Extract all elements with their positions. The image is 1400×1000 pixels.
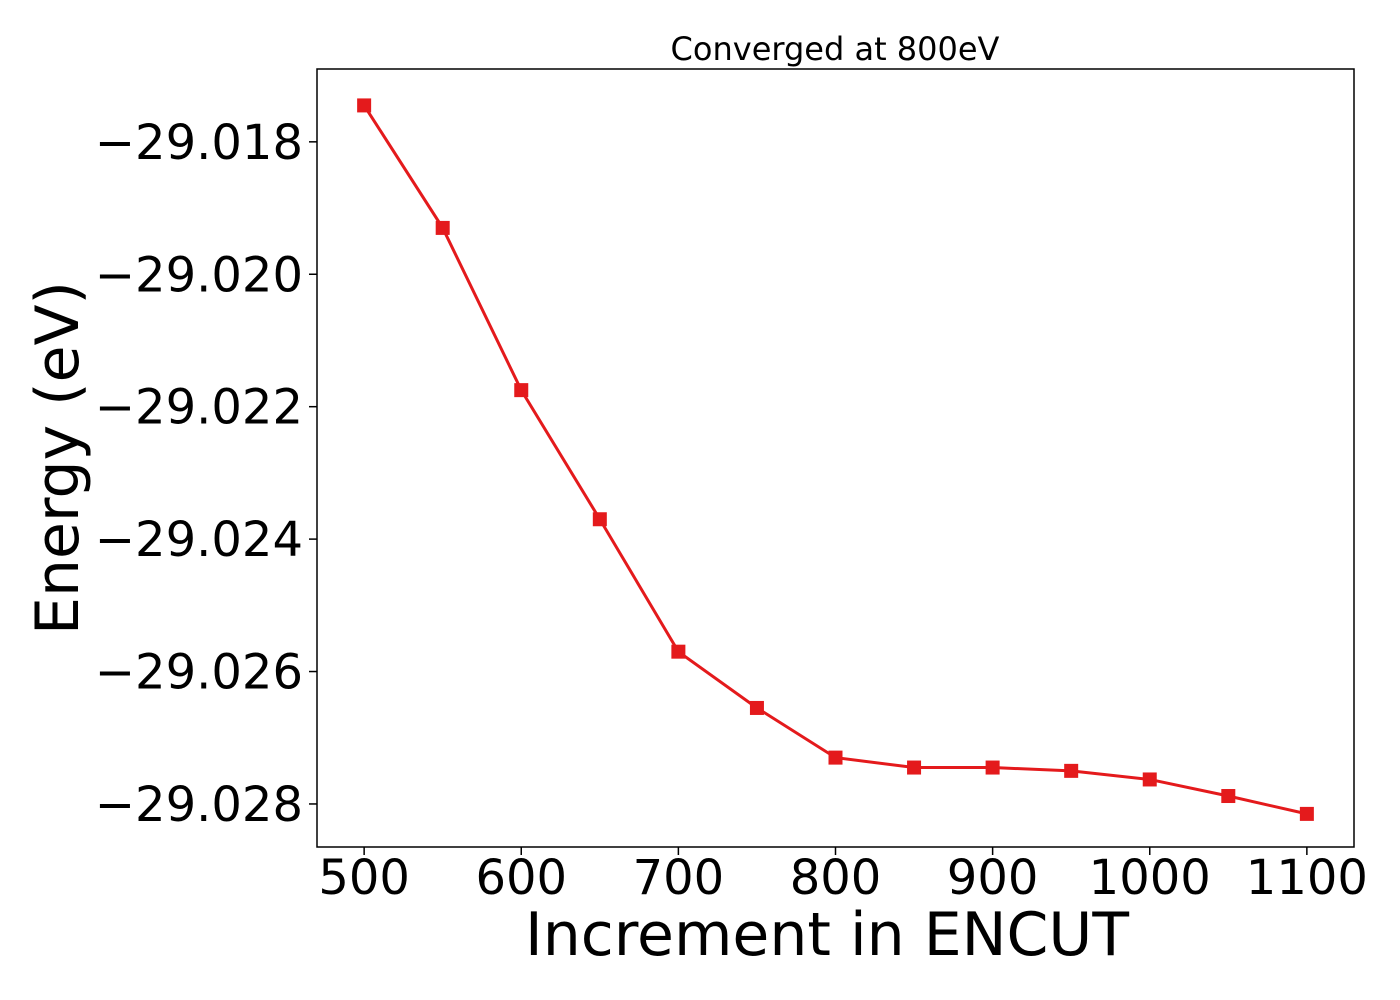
y-tick-label: −29.018: [95, 115, 303, 171]
data-point-marker: [1064, 763, 1079, 778]
x-tick-label: 500: [318, 850, 410, 906]
y-tick-label: −29.024: [95, 512, 303, 568]
data-point-marker: [985, 760, 1000, 775]
y-axis-ticks: −29.018 −29.020 −29.022 −29.024 −29.026 −29.0…: [95, 115, 317, 833]
y-tick-label: −29.026: [95, 645, 303, 701]
x-tick-label: 600: [475, 850, 567, 906]
y-tick-label: −29.020: [95, 247, 303, 303]
series-layer: [357, 98, 1314, 821]
x-tick-label: 900: [947, 850, 1039, 906]
data-point-marker: [749, 700, 764, 715]
x-axis-label: Increment in ENCUT: [525, 900, 1129, 970]
y-tick-label: −29.028: [95, 777, 303, 833]
data-point-marker: [828, 750, 843, 765]
x-tick-label: 800: [790, 850, 882, 906]
data-point-marker: [1299, 806, 1314, 821]
x-tick-label: 700: [633, 850, 725, 906]
plot-area-frame: [316, 68, 1355, 848]
x-tick-label: 1100: [1246, 850, 1368, 906]
data-point-marker: [1221, 789, 1236, 804]
data-point-marker: [907, 760, 922, 775]
y-axis-label: Energy (eV): [23, 281, 93, 635]
x-tick-label: 1000: [1089, 850, 1211, 906]
data-point-marker: [357, 98, 372, 113]
data-point-marker: [435, 220, 450, 235]
data-point-marker: [671, 644, 686, 659]
x-axis-ticks: 500 600 700 800 900 1000 1100: [318, 847, 1368, 906]
y-tick-label: −29.022: [95, 380, 303, 436]
data-point-marker: [1142, 772, 1157, 787]
data-point-marker: [592, 512, 607, 527]
data-point-marker: [514, 383, 529, 398]
chart-title: Converged at 800eV: [671, 30, 1000, 68]
